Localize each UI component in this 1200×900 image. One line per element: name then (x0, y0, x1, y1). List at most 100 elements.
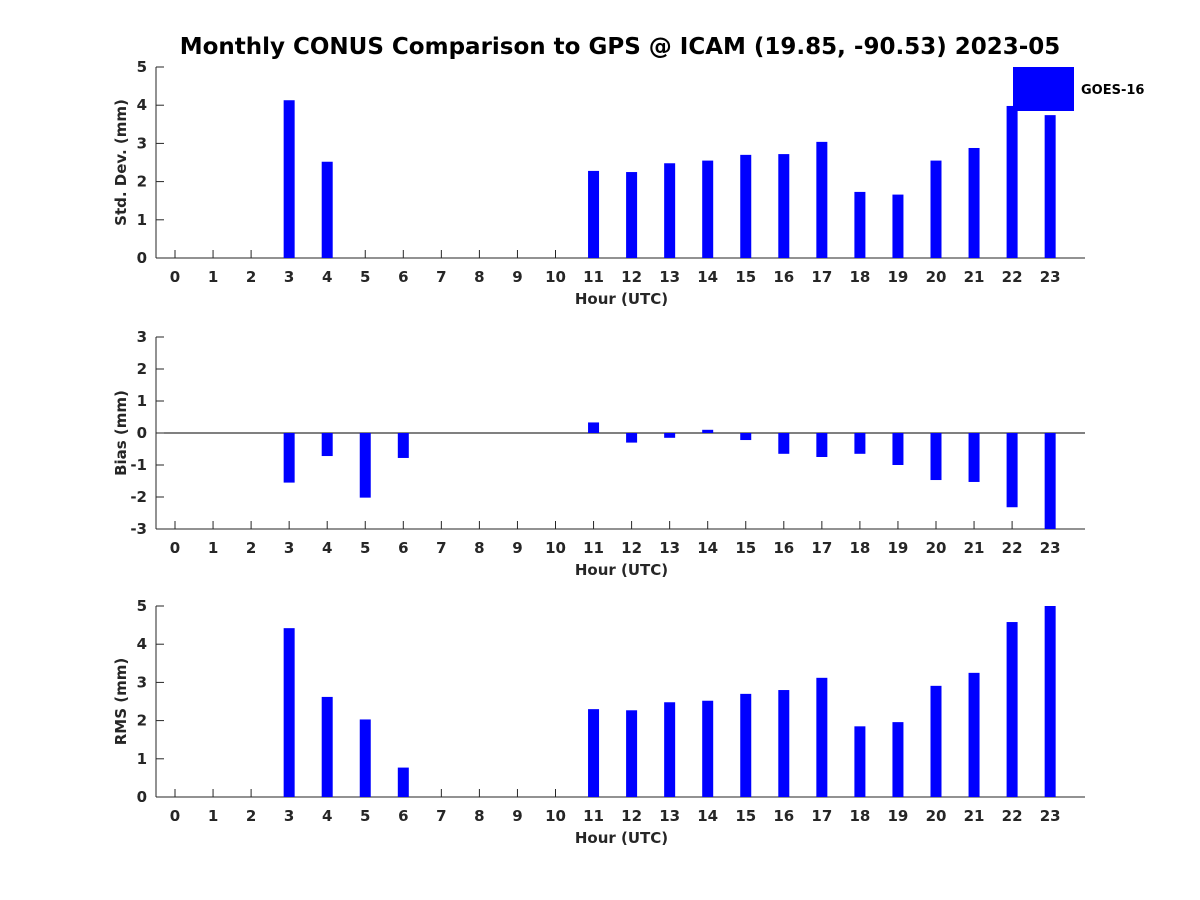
bar-6 (397, 433, 409, 458)
x-tick-label: 10 (545, 539, 566, 557)
bar-15 (740, 154, 752, 258)
y-tick-label: 3 (137, 673, 147, 691)
x-tick-label: 19 (888, 268, 909, 286)
y-tick-label: 4 (137, 635, 147, 653)
x-tick-label: 5 (360, 807, 370, 825)
y-tick-label: -3 (130, 520, 147, 538)
x-tick-label: 4 (322, 539, 332, 557)
bar-12 (626, 172, 638, 258)
bar-13 (664, 163, 676, 258)
bar-22 (1006, 105, 1018, 259)
y-tick-label: 2 (137, 712, 147, 730)
x-tick-label: 4 (322, 268, 332, 286)
y-tick-label: -1 (130, 456, 147, 474)
y-axis-label: Bias (mm) (112, 390, 130, 476)
bar-3 (283, 628, 295, 797)
y-tick-label: 1 (137, 750, 147, 768)
x-tick-label: 23 (1040, 268, 1061, 286)
x-tick-label: 12 (621, 268, 642, 286)
bar-20 (930, 685, 942, 797)
y-tick-label: 2 (137, 173, 147, 191)
x-tick-label: 17 (811, 539, 832, 557)
x-tick-label: 7 (436, 807, 446, 825)
x-tick-label: 21 (964, 807, 985, 825)
x-tick-label: 0 (170, 539, 180, 557)
bar-20 (930, 433, 942, 481)
x-tick-label: 1 (208, 807, 218, 825)
x-tick-label: 11 (583, 268, 604, 286)
x-tick-label: 19 (888, 807, 909, 825)
x-tick-label: 22 (1002, 539, 1023, 557)
bar-22 (1006, 433, 1018, 508)
x-tick-label: 13 (659, 539, 680, 557)
bar-12 (626, 710, 638, 797)
x-tick-label: 16 (773, 807, 794, 825)
x-tick-label: 17 (811, 268, 832, 286)
x-tick-label: 20 (926, 268, 947, 286)
x-tick-label: 2 (246, 539, 256, 557)
x-tick-label: 19 (888, 539, 909, 557)
x-tick-label: 7 (436, 268, 446, 286)
x-tick-label: 13 (659, 807, 680, 825)
bar-20 (930, 160, 942, 258)
bar-23 (1044, 433, 1056, 529)
x-tick-label: 0 (170, 807, 180, 825)
x-tick-label: 11 (583, 539, 604, 557)
bar-19 (892, 722, 904, 797)
x-tick-label: 18 (849, 807, 870, 825)
bar-15 (740, 693, 752, 797)
x-tick-label: 6 (398, 268, 408, 286)
x-tick-label: 3 (284, 268, 294, 286)
bar-18 (854, 433, 866, 454)
y-tick-label: 2 (137, 360, 147, 378)
bar-19 (892, 194, 904, 258)
bar-17 (816, 677, 828, 797)
x-tick-label: 16 (773, 268, 794, 286)
x-tick-label: 15 (735, 539, 756, 557)
bar-14 (702, 429, 714, 433)
x-tick-label: 23 (1040, 807, 1061, 825)
x-tick-label: 16 (773, 539, 794, 557)
x-tick-label: 5 (360, 539, 370, 557)
y-tick-label: 5 (137, 58, 147, 76)
x-tick-label: 12 (621, 807, 642, 825)
y-tick-label: 5 (137, 597, 147, 615)
bar-16 (778, 433, 790, 454)
y-tick-label: 0 (137, 424, 147, 442)
y-axis-label: RMS (mm) (112, 658, 130, 745)
x-axis-label: Hour (UTC) (575, 561, 668, 579)
bar-3 (283, 100, 295, 258)
bar-22 (1006, 622, 1018, 797)
x-tick-label: 18 (849, 268, 870, 286)
bar-15 (740, 433, 752, 441)
y-tick-label: -2 (130, 488, 147, 506)
x-tick-label: 22 (1002, 807, 1023, 825)
bar-14 (702, 160, 714, 258)
y-axis-label: Std. Dev. (mm) (112, 99, 130, 226)
x-tick-label: 14 (697, 807, 718, 825)
bar-18 (854, 191, 866, 258)
bar-5 (359, 433, 371, 498)
x-tick-label: 7 (436, 539, 446, 557)
x-tick-label: 14 (697, 268, 718, 286)
x-tick-label: 8 (474, 539, 484, 557)
bar-13 (664, 702, 676, 797)
bar-14 (702, 700, 714, 797)
x-tick-label: 14 (697, 539, 718, 557)
bar-23 (1044, 606, 1056, 797)
bar-16 (778, 154, 790, 258)
bar-4 (321, 161, 333, 258)
bar-13 (664, 433, 676, 438)
x-tick-label: 2 (246, 807, 256, 825)
bar-16 (778, 690, 790, 797)
y-tick-label: 0 (137, 249, 147, 267)
y-tick-label: 4 (137, 96, 147, 114)
x-tick-label: 11 (583, 807, 604, 825)
legend-swatch (1013, 67, 1074, 111)
x-tick-label: 18 (849, 539, 870, 557)
